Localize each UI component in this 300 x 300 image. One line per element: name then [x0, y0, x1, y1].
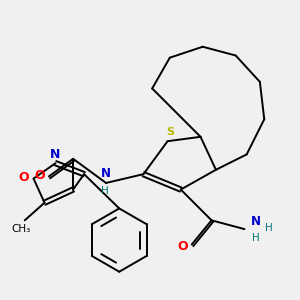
- Text: H: H: [253, 233, 260, 243]
- Text: H: H: [265, 223, 272, 233]
- Text: CH₃: CH₃: [12, 224, 31, 234]
- Text: N: N: [251, 215, 261, 228]
- Text: O: O: [19, 171, 29, 184]
- Text: O: O: [178, 240, 188, 253]
- Text: N: N: [101, 167, 111, 180]
- Text: N: N: [50, 148, 61, 161]
- Text: S: S: [167, 128, 175, 137]
- Text: H: H: [101, 186, 109, 196]
- Text: O: O: [34, 169, 45, 182]
